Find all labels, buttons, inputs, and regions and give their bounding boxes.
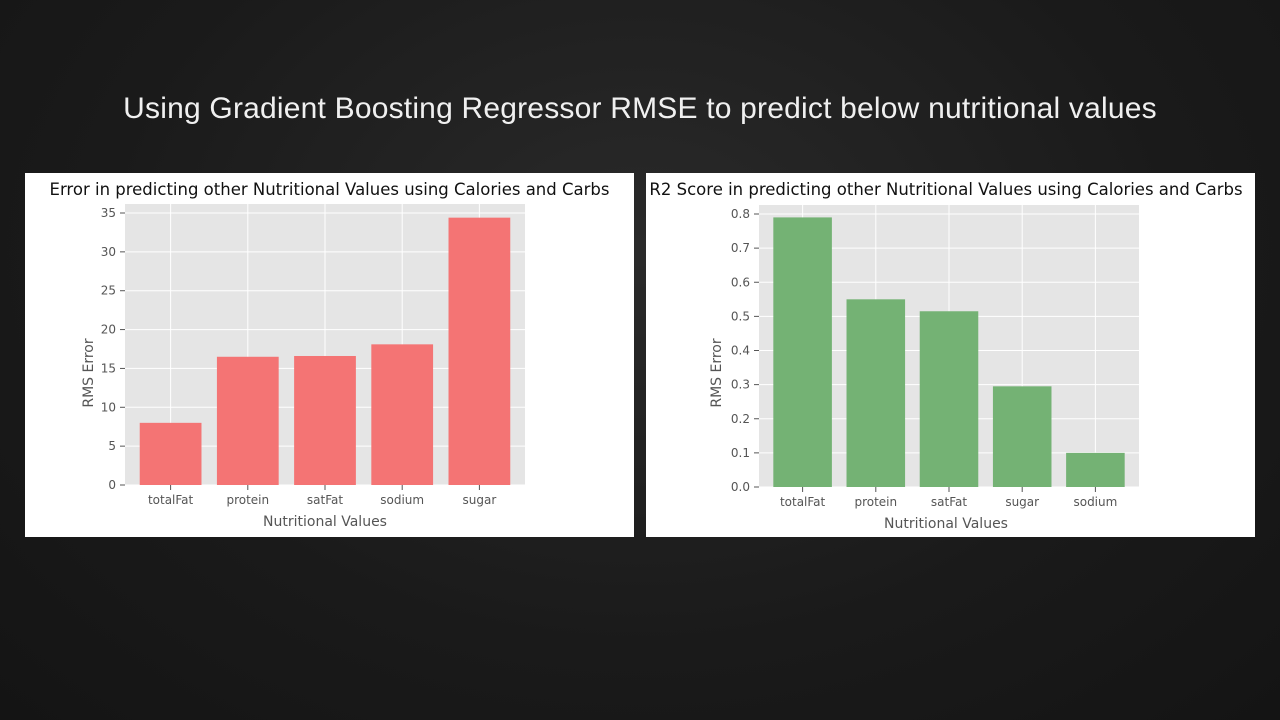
slide-title: Using Gradient Boosting Regressor RMSE t… <box>123 92 1157 125</box>
chart-title: R2 Score in predicting other Nutritional… <box>649 180 1242 199</box>
y-tick-label: 0.2 <box>731 412 750 426</box>
y-tick-label: 30 <box>101 245 116 259</box>
y-tick-label: 0.8 <box>731 207 750 221</box>
x-tick-label: sodium <box>1073 495 1117 509</box>
y-tick-label: 10 <box>101 400 116 414</box>
y-tick-label: 25 <box>101 284 116 298</box>
y-tick-label: 0.6 <box>731 275 750 289</box>
y-tick-label: 0 <box>108 478 116 492</box>
x-tick-label: sugar <box>463 493 497 507</box>
bar-sodium <box>1066 452 1125 487</box>
x-tick-label: satFat <box>307 493 343 507</box>
y-tick-label: 35 <box>101 206 116 220</box>
x-tick-label: protein <box>226 493 269 507</box>
bar-sugar <box>992 386 1052 487</box>
x-tick-label: protein <box>854 495 897 509</box>
plot-area: 0 5 10 15 20 25 30 35 totalFat protein satFat sodiu… <box>101 204 525 507</box>
rmse-chart: Error in predicting other Nutritional Va… <box>50 180 610 530</box>
x-tick-label: totalFat <box>780 495 826 509</box>
y-tick-label: 0.4 <box>731 344 750 358</box>
r2-chart: R2 Score in predicting other Nutritional… <box>649 180 1242 532</box>
x-tick-label: sodium <box>380 493 424 507</box>
bar-satFat <box>919 311 979 487</box>
bar-protein <box>846 299 906 487</box>
y-tick-label: 0.1 <box>731 446 750 460</box>
y-tick-label: 0.3 <box>731 378 750 392</box>
y-tick-label: 20 <box>101 323 116 337</box>
x-axis-label: Nutritional Values <box>884 516 1008 532</box>
y-tick-label: 15 <box>101 361 116 375</box>
bar-sodium <box>371 344 434 485</box>
y-tick-label: 5 <box>108 439 116 453</box>
y-tick-label: 0.0 <box>731 480 750 494</box>
x-axis-label: Nutritional Values <box>263 514 387 530</box>
y-axis-label: RMS Error <box>81 338 97 408</box>
y-tick-label: 0.7 <box>731 241 750 255</box>
x-tick-label: satFat <box>931 495 967 509</box>
rmse-chart-panel: Error in predicting other Nutritional Va… <box>25 173 634 537</box>
bar-satFat <box>294 355 356 485</box>
plot-area: 0.0 0.1 0.2 0.3 0.4 0.5 0.6 0.7 0.8 totalFat prote… <box>731 205 1139 509</box>
bar-totalFat <box>773 217 832 487</box>
y-tick-label: 0.5 <box>731 309 750 323</box>
x-tick-label: sugar <box>1005 495 1039 509</box>
x-tick-label: totalFat <box>148 493 194 507</box>
bar-sugar <box>448 217 511 486</box>
chart-title: Error in predicting other Nutritional Va… <box>50 180 610 199</box>
y-axis-label: RMS Error <box>709 338 725 408</box>
bar-totalFat <box>139 422 202 485</box>
bar-protein <box>216 356 279 485</box>
r2-chart-panel: R2 Score in predicting other Nutritional… <box>646 173 1255 537</box>
